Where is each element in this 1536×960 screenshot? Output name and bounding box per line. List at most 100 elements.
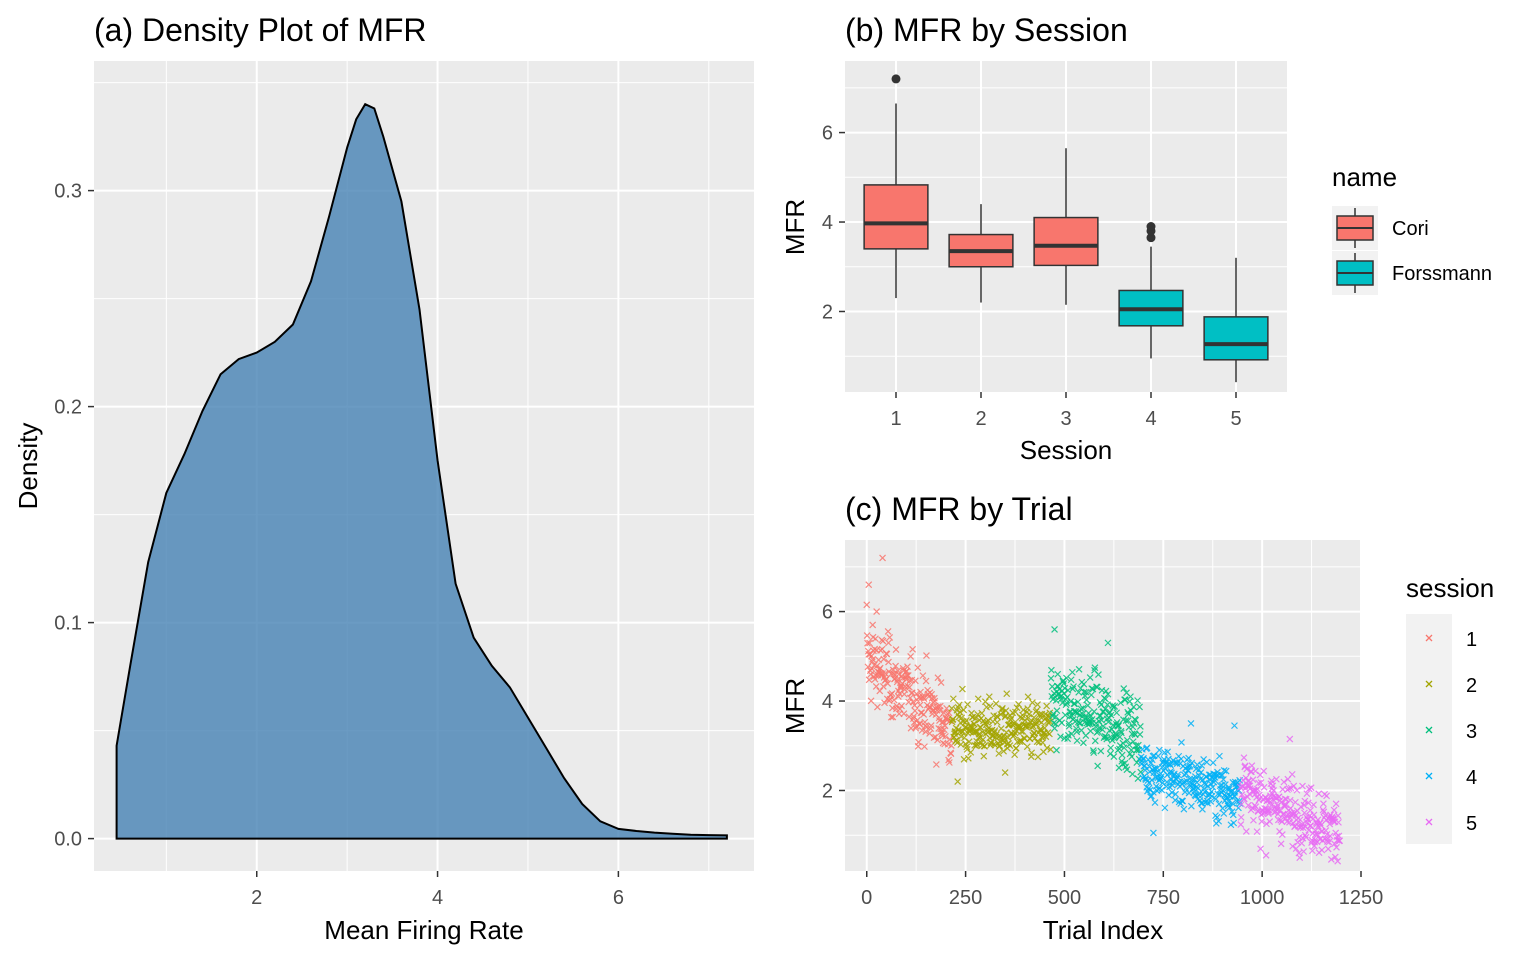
scatter-point (1335, 818, 1342, 826)
density-x-tick-label: 4 (432, 887, 443, 909)
scatter-point (1117, 727, 1125, 735)
box-session-1 (863, 74, 929, 299)
scatter-point (1282, 795, 1290, 803)
scatter-point (1203, 758, 1211, 766)
scatter-point (869, 655, 877, 663)
scatter-point (1111, 703, 1119, 710)
scatter-point (879, 670, 886, 677)
boxplot-legend: name Cori Forssmann (1332, 162, 1492, 295)
box-session-2 (948, 204, 1014, 303)
scatter-point (1332, 800, 1340, 808)
scatter-series-1 (863, 554, 955, 768)
scatter-point (1021, 735, 1028, 743)
scatter-point (1028, 699, 1036, 706)
scatter-point (1265, 806, 1273, 814)
scatter-point (1090, 708, 1098, 715)
scatter-point (1000, 747, 1007, 755)
scatter-y-tick-label: 6 (822, 602, 833, 624)
scatter-point (923, 723, 931, 731)
scatter-point (911, 677, 919, 685)
scatter-point (1183, 777, 1191, 785)
scatter-point (1104, 701, 1111, 709)
scatter-point (962, 716, 970, 724)
scatter-point (866, 639, 873, 647)
scatter-point (1123, 736, 1131, 744)
scatter-point (907, 653, 915, 660)
scatter-point (1225, 797, 1232, 805)
scatter-point (916, 701, 924, 709)
scatter-point (906, 683, 913, 691)
scatter-point (1253, 785, 1261, 793)
scatter-point (1323, 792, 1331, 800)
scatter-point (1132, 716, 1140, 724)
scatter-point (1067, 676, 1075, 684)
scatter-point (1243, 765, 1251, 773)
scatter-point (1238, 800, 1246, 808)
box-iqr (863, 184, 929, 250)
scatter-point (1320, 800, 1327, 808)
scatter-point (1120, 744, 1128, 752)
scatter-point (1180, 805, 1188, 813)
scatter-point (1124, 717, 1132, 725)
boxplot-x-tick-label: 5 (1230, 408, 1241, 430)
scatter-point (1051, 713, 1059, 721)
scatter-point (947, 750, 955, 758)
scatter-point (1304, 816, 1312, 824)
density-area (115, 102, 728, 840)
scatter-point (1268, 777, 1276, 785)
legend-label: 1 (1466, 629, 1477, 651)
scatter-point (1236, 783, 1244, 791)
scatter-point (1244, 801, 1252, 809)
scatter-point (889, 713, 897, 721)
boxplot-legend-keys: Cori Forssmann (1332, 206, 1492, 295)
scatter-points (863, 554, 1344, 865)
scatter-point (1171, 796, 1179, 804)
scatter-point (1087, 691, 1095, 699)
scatter-point (910, 718, 918, 726)
scatter-point (1219, 804, 1227, 812)
scatter-point (1011, 751, 1019, 759)
scatter-point (879, 554, 886, 562)
scatter-point (1291, 798, 1299, 806)
scatter-point (1240, 754, 1248, 762)
density-title: (a) Density Plot of MFR (94, 12, 427, 48)
scatter-point (919, 672, 927, 680)
scatter-point (872, 682, 880, 690)
scatter-point (1094, 762, 1102, 770)
scatter-point (974, 695, 982, 703)
scatter-point (875, 656, 883, 664)
scatter-point (904, 663, 911, 671)
scatter-point (1012, 744, 1020, 752)
scatter-point (1028, 749, 1036, 757)
scatter-point (1229, 799, 1236, 807)
scatter-point (906, 676, 914, 684)
scatter-point (1047, 674, 1055, 682)
scatter-point (963, 743, 971, 751)
scatter-point (933, 706, 941, 714)
scatter-point (1288, 770, 1296, 778)
scatter-point (1231, 722, 1238, 730)
scatter-point (1177, 755, 1185, 763)
scatter-point (1068, 668, 1076, 676)
scatter-point (1089, 747, 1097, 755)
scatter-point (1112, 731, 1120, 739)
scatter-point (1219, 776, 1227, 783)
scatter-point (1116, 733, 1124, 741)
scatter-point (888, 670, 896, 678)
boxplot-x-axis-label: Session (1020, 435, 1113, 465)
scatter-point (934, 736, 941, 744)
scatter-point (879, 637, 887, 645)
scatter-point (1013, 704, 1021, 712)
scatter-point (986, 702, 994, 710)
boxplot-x-tick-label: 2 (975, 408, 986, 430)
scatter-point (941, 722, 949, 730)
scatter-point (873, 608, 881, 615)
scatter-y-tick-label: 2 (822, 780, 833, 802)
scatter-point (979, 736, 987, 743)
scatter-point (934, 674, 942, 682)
scatter-point (1024, 705, 1032, 712)
scatter-point (1222, 767, 1230, 775)
density-y-tick-label: 0.2 (54, 397, 82, 419)
scatter-point (881, 699, 888, 707)
scatter-point (959, 685, 966, 693)
